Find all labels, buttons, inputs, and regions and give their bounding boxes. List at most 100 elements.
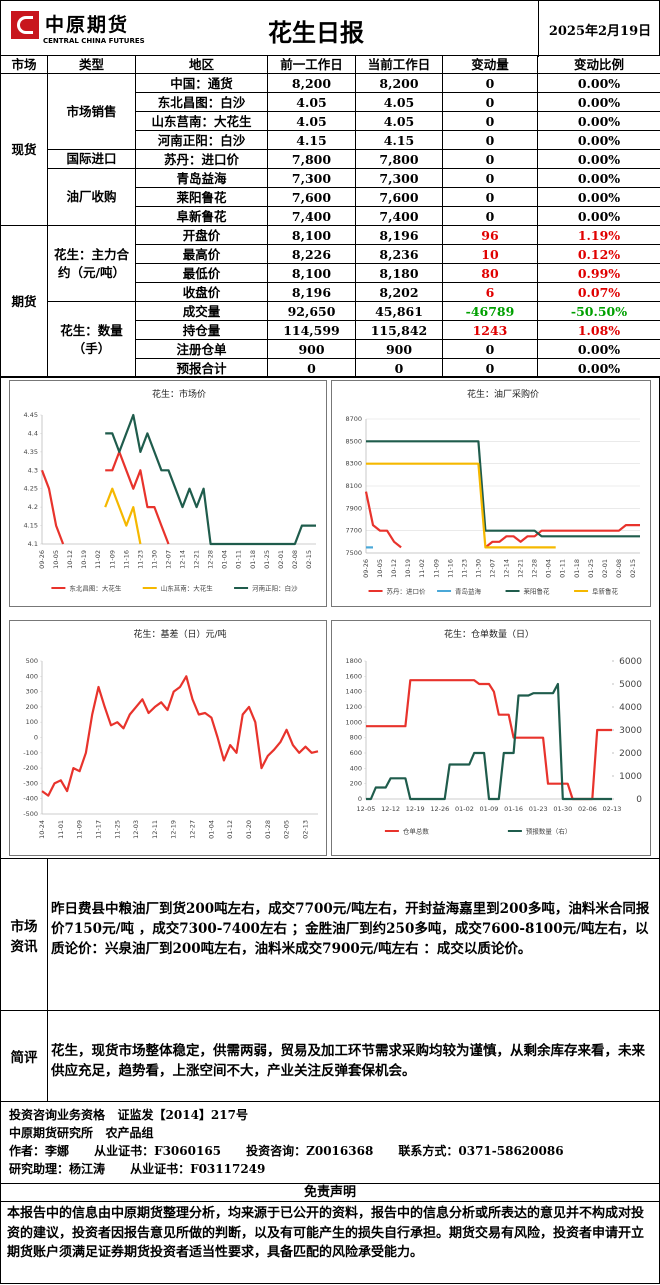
legend-label: 山东莒南：大花生 [161,584,214,593]
table-cell: 0 [442,206,538,226]
table-cell: 900 [267,339,356,359]
y-tick-label: 500 [26,657,38,665]
table-cell: 0.00% [537,149,660,169]
x-tick-label: 11-25 [113,820,121,839]
report-title: 花生日报 [268,18,364,47]
table-cell: 1.08% [537,320,660,340]
footer-line: 中原期货研究所 农产品组 [9,1126,154,1140]
x-tick-label: 12-07 [164,550,172,569]
y-tick-label: 200 [26,703,38,711]
y2-tick-label: 4000 [619,703,642,713]
y-tick-label: 0 [34,734,38,742]
table-cell: 注册仓单 [135,339,268,359]
table-cell: 0.00% [537,339,660,359]
legend-label: 河南正阳：白沙 [252,584,298,593]
table-cell: 中国：通货 [135,73,268,93]
table-cell: 0 [442,73,538,93]
table-cell: 0 [442,111,538,131]
table-cell: 80 [442,263,538,283]
x-tick-label: 01-04 [207,820,215,839]
x-tick-label: 10-05 [376,559,384,578]
table-cell: -50.50% [537,301,660,321]
table-cell: 4.15 [355,130,443,150]
table-cell: 0.00% [537,206,660,226]
x-tick-label: 12-12 [381,805,400,813]
table-cell: 4.05 [355,111,443,131]
x-tick-label: 12-14 [503,559,511,578]
table-cell: 0 [442,168,538,188]
x-tick-label: 10-12 [390,559,398,578]
table-cell: 7,400 [267,206,356,226]
y-tick-label: 400 [350,764,362,772]
y-tick-label: 800 [350,734,362,742]
y-tick-label: -500 [23,810,38,818]
x-tick-label: 12-07 [488,559,496,578]
x-tick-label: 11-16 [446,559,454,578]
header-cell: 变动比例 [537,55,660,74]
table-cell: 10 [442,244,538,264]
table-cell: 8,196 [267,282,356,302]
header-cell: 类型 [47,55,136,74]
table-cell: 持仓量 [135,320,268,340]
x-tick-label: 01-25 [263,550,271,569]
data-line [105,413,316,546]
table-cell: 4.05 [267,92,356,112]
table-cell: 4.05 [267,111,356,131]
x-tick-label: 11-02 [94,550,102,569]
chart: 花生：仓单数量（日） 0 200 400 600 800 1000 1200 1400 1600 1… [345,628,642,836]
y-tick-label: 200 [350,780,362,788]
chart-box: 花生：油厂采购价 7500 7700 7900 8100 8300 8500 8700 09-2… [331,380,651,607]
type-cell: 花生：数量（手） [47,301,136,378]
y-tick-label: 1000 [345,718,362,726]
y-tick-label: 8500 [345,437,362,445]
data-line [40,450,170,545]
x-tick-label: 12-03 [132,820,140,839]
y-tick-label: 7700 [345,527,362,535]
comment-label: 简评 [1,1011,48,1101]
table-cell: 阜新鲁花 [135,206,268,226]
x-tick-label: 11-23 [136,550,144,569]
table-cell: 最高价 [135,244,268,264]
y-tick-label: 7900 [345,504,362,512]
y-tick-label: 100 [26,718,38,726]
y-tick-label: 1600 [345,672,362,680]
table-cell: 河南正阳：白沙 [135,130,268,150]
logo-text: 中原期货 [45,14,130,36]
table-cell: 东北昌图：白沙 [135,92,268,112]
x-tick-label: 10-24 [38,820,46,839]
chart-title: 花生：油厂采购价 [467,388,539,400]
table-cell: 0.12% [537,244,660,264]
table-row: 最高价 8,226 8,236 10 0.12% [1,244,660,264]
x-tick-label: 01-02 [455,805,474,813]
x-tick-label: 12-27 [189,820,197,839]
x-tick-label: 12-26 [430,805,449,813]
chart-box: 花生：仓单数量（日） 0 200 400 600 800 1000 1200 1400 1600 1… [331,620,651,856]
logo-english: CENTRAL CHINA FUTURES [43,37,145,45]
table-cell: 莱阳鲁花 [135,187,268,207]
x-tick-label: 12-21 [193,550,201,569]
x-tick-label: 02-08 [615,559,623,578]
x-tick-label: 12-28 [531,559,539,578]
x-tick-label: 01-20 [245,820,253,839]
table-cell: 92,650 [267,301,356,321]
table-cell: 0.07% [537,282,660,302]
table-cell: 45,861 [355,301,443,321]
y-tick-label: 4.45 [24,411,38,419]
chart-box: 花生：市场价 4.1 4.15 4.2 4.25 4.3 4.35 4.4 4.45 09-26 1… [9,380,327,607]
table-cell: 8,236 [355,244,443,264]
x-tick-label: 11-16 [122,550,130,569]
table-cell: 8,180 [355,263,443,283]
x-tick-label: 01-28 [264,820,272,839]
y-tick-label: 1400 [345,688,362,696]
table-cell: 0 [442,149,538,169]
charts-area: 花生：市场价 4.1 4.15 4.2 4.25 4.3 4.35 4.4 4.45 09-26 1… [0,376,660,859]
comment-section: 简评 花生，现货市场整体稳定，供需两弱，贸易及加工环节需求采购均较为谨慎，从剩余… [0,1010,660,1102]
footer: 投资咨询业务资格 证监发【2014】217号 中原期货研究所 农产品组 作者：李… [0,1101,660,1184]
x-tick-label: 12-28 [207,550,215,569]
y-tick-label: 4.35 [24,448,38,456]
x-tick-label: 01-16 [504,805,523,813]
chart-title: 花生：仓单数量（日） [444,628,534,640]
y-tick-label: -400 [23,795,38,803]
x-tick-label: 10-19 [80,550,88,569]
x-tick-label: 01-11 [235,550,243,569]
